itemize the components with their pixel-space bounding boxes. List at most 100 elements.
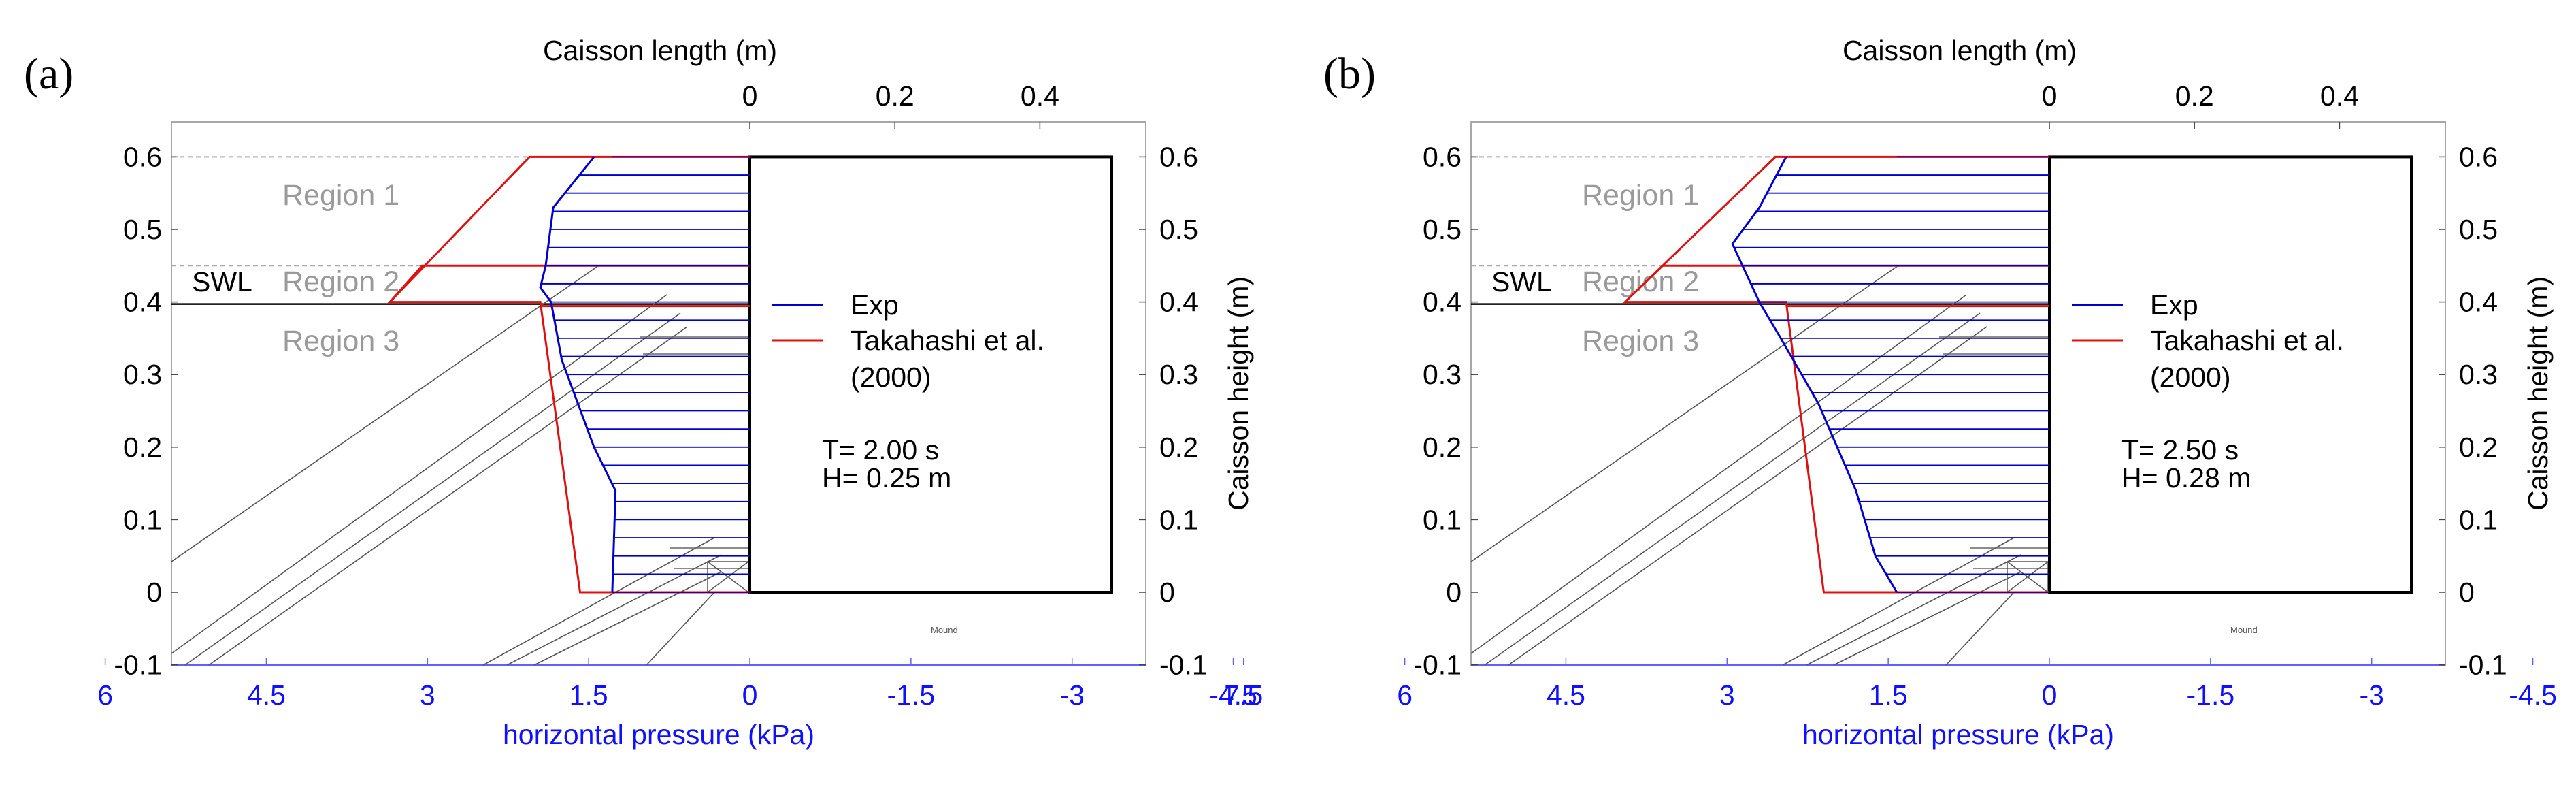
panel-label: (b)	[1323, 49, 1376, 99]
bottom-tick-label: 3	[420, 679, 435, 711]
right-tick-label: 0.1	[1159, 504, 1198, 535]
panel-b: Region 1 Region 2 Region 3 SWL Mound 0.6 0.5 0.…	[1224, 35, 2557, 750]
mound-slope-line	[1806, 554, 2021, 666]
bottom-tick-label: 4.5	[247, 679, 286, 711]
bottom-tick-label: 0	[742, 679, 758, 711]
left-tick-label: 0.3	[1423, 359, 1462, 390]
mound-slope-line	[533, 571, 722, 666]
legend-exp-label: Exp	[2150, 289, 2198, 321]
right-tick-label: 0.6	[2459, 141, 2498, 172]
region-3-label: Region 3	[1582, 325, 1699, 357]
legend-takahashi-year: (2000)	[851, 361, 931, 393]
top-tick-label: 0.2	[876, 80, 914, 112]
bottom-tick-label: -3	[2359, 679, 2383, 711]
mound-slope-line	[171, 265, 599, 562]
top-axis-label: Caisson length (m)	[1843, 35, 2077, 66]
legend-takahashi-year: (2000)	[2150, 361, 2231, 393]
region-3-label: Region 3	[282, 325, 399, 357]
mound-label: Mound	[2230, 625, 2258, 635]
mound-slope-line	[1470, 265, 1899, 562]
region-2-label: Region 2	[1582, 265, 1699, 298]
right-tick-label: 0.5	[2459, 214, 2498, 245]
right-tick-label: -0.1	[1159, 649, 1208, 681]
swl-label: SWL	[1491, 266, 1552, 297]
right-tick-label: 0.4	[2459, 287, 2498, 318]
right-tick-label: 0.4	[1159, 287, 1198, 318]
bottom-axis-label: horizontal pressure (kPa)	[503, 719, 814, 750]
gauge-cross	[707, 561, 749, 593]
right-tick-label: 0.2	[2459, 432, 2498, 463]
mound-slope-line	[506, 554, 722, 666]
period-label: T= 2.50 s	[2121, 434, 2239, 466]
right-tick-label: 0.3	[1159, 359, 1198, 390]
period-label: T= 2.00 s	[822, 434, 939, 466]
right-tick-label: 0.1	[2459, 504, 2498, 535]
bottom-tick-label: 6	[1397, 679, 1413, 711]
panel-label: (a)	[24, 49, 73, 99]
mound-slope-line	[1782, 537, 2015, 666]
right-tick-label: 0	[1159, 577, 1175, 608]
height-label: H= 0.25 m	[822, 462, 951, 494]
swl-label: SWL	[192, 266, 252, 297]
top-tick-label: 0	[742, 80, 758, 112]
bottom-tick-label: 1.5	[569, 679, 608, 711]
region-2-label: Region 2	[282, 265, 399, 298]
top-tick-label: 0.4	[2320, 80, 2359, 112]
left-tick-label: 0.4	[1423, 287, 1462, 318]
legend-takahashi-label: Takahashi et al.	[2150, 325, 2344, 356]
bottom-tick-label: 6	[97, 679, 113, 711]
bottom-tick-label: 7.5	[1224, 679, 1263, 711]
top-axis-label: Caisson length (m)	[543, 35, 777, 66]
takahashi-series-line	[387, 155, 750, 594]
mound-slope-line	[184, 312, 681, 666]
left-tick-label: 0	[146, 577, 162, 608]
takahashi-series-line	[1622, 155, 2049, 594]
bottom-tick-label: -1.5	[2187, 679, 2235, 711]
left-tick-label: -0.1	[114, 649, 162, 681]
left-tick-label: 0.6	[1423, 141, 1462, 172]
gauge-cross	[2007, 561, 2049, 593]
right-axis-label: Caisson height (m)	[1223, 276, 1254, 511]
panel-a: Region 1 Region 2 Region 3 SWL Mound 0.6 0.5 0.…	[24, 35, 1257, 750]
bottom-tick-label: 3	[1719, 679, 1735, 711]
mound-slope-line	[171, 294, 667, 654]
mound-slope-line	[208, 326, 688, 666]
bottom-tick-label: -1.5	[887, 679, 936, 711]
bottom-tick-label: 1.5	[1869, 679, 1908, 711]
height-label: H= 0.28 m	[2121, 462, 2251, 494]
bottom-tick-label: -4.5	[2509, 679, 2557, 711]
top-tick-label: 0.4	[1021, 80, 1059, 112]
mound-slope-line	[482, 537, 715, 666]
bottom-tick-label: -3	[1059, 679, 1084, 711]
left-tick-label: 0.6	[123, 141, 162, 172]
left-tick-label: 0.2	[123, 432, 162, 463]
left-tick-label: 0	[1446, 577, 1462, 608]
legend-takahashi-label: Takahashi et al.	[851, 325, 1044, 356]
mound-slope-line	[1508, 326, 1987, 666]
bottom-tick-label: 0	[2042, 679, 2058, 711]
left-tick-label: 0.1	[123, 504, 162, 535]
left-tick-label: 0.5	[1423, 214, 1462, 245]
right-tick-label: 0.5	[1159, 214, 1198, 245]
bottom-tick-label: 4.5	[1547, 679, 1585, 711]
mound-slope-line	[1484, 312, 1981, 666]
exp-series-line	[539, 156, 617, 593]
exp-series-line	[1731, 156, 1898, 593]
right-tick-label: -0.1	[2459, 649, 2507, 681]
left-tick-label: 0.3	[123, 359, 162, 390]
region-1-label: Region 1	[282, 179, 399, 212]
right-tick-label: 0	[2459, 577, 2475, 608]
mound-slope-line	[1945, 592, 2015, 666]
right-axis-label: Caisson height (m)	[2522, 276, 2554, 511]
right-tick-label: 0.6	[1159, 141, 1198, 172]
right-tick-label: 0.2	[1159, 432, 1198, 463]
left-tick-label: 0.5	[123, 214, 162, 245]
left-tick-label: 0.2	[1423, 432, 1462, 463]
top-tick-label: 0.2	[2175, 80, 2214, 112]
right-tick-label: 0.3	[2459, 359, 2498, 390]
top-tick-label: 0	[2042, 80, 2058, 112]
bottom-tick-label: -4.5	[1209, 679, 1257, 711]
mound-slope-line	[1470, 294, 1967, 654]
mound-slope-line	[646, 592, 715, 666]
